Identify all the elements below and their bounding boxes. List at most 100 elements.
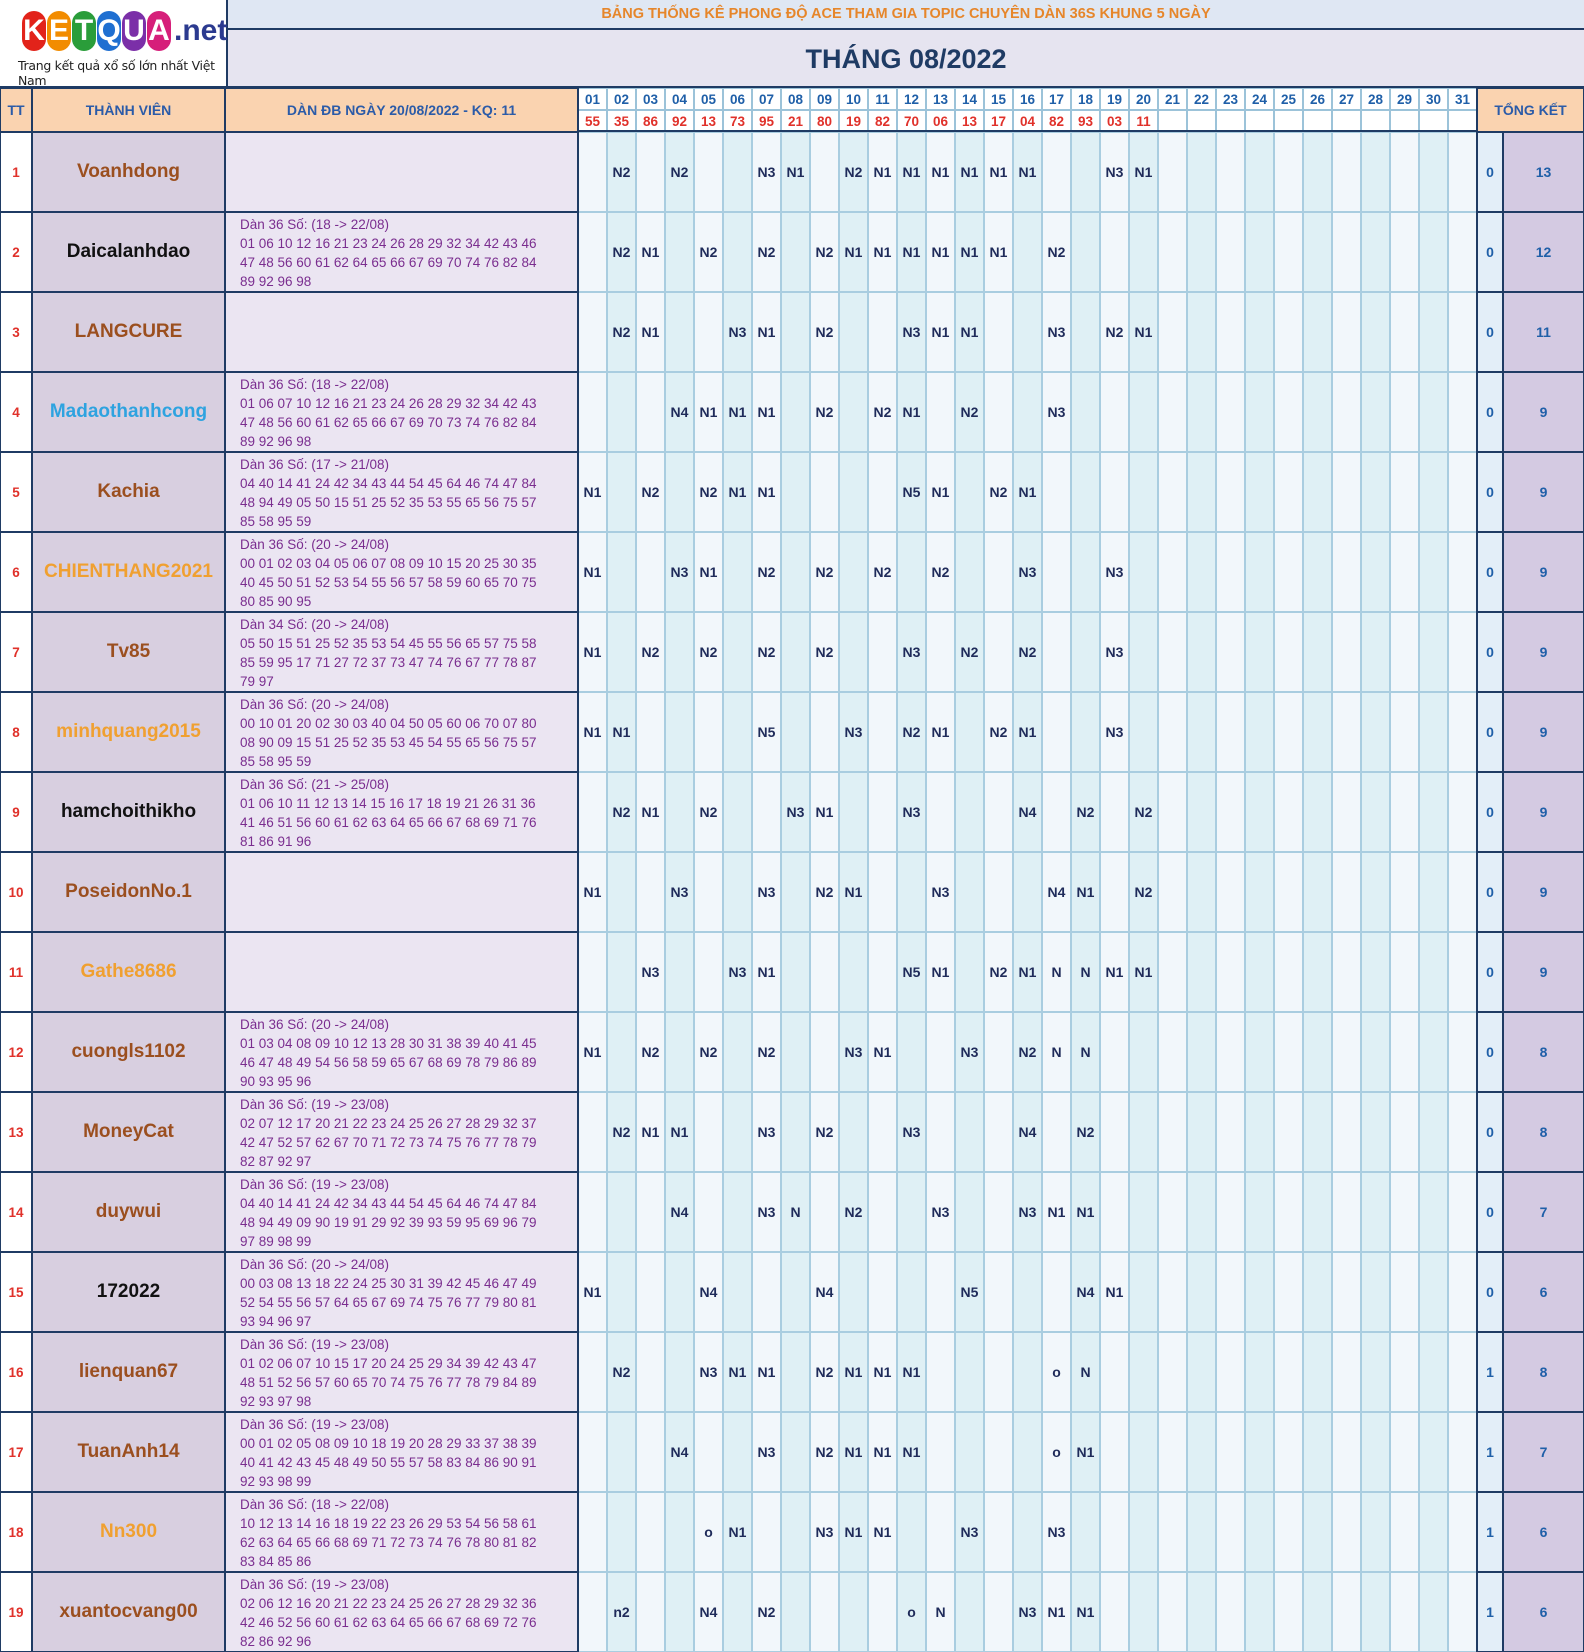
row-number: 8 bbox=[0, 692, 32, 772]
day-mark bbox=[1158, 372, 1187, 452]
dan-line: 05 50 15 51 25 52 35 53 54 45 55 56 65 5… bbox=[240, 636, 537, 651]
day-mark: N2 bbox=[984, 692, 1013, 772]
day-mark: N1 bbox=[810, 772, 839, 852]
member-name[interactable]: TuanAnh14 bbox=[32, 1412, 225, 1492]
member-name[interactable]: Madaothanhcong bbox=[32, 372, 225, 452]
day-mark bbox=[1216, 1252, 1245, 1332]
day-number: 03 bbox=[636, 88, 665, 110]
day-mark: N1 bbox=[984, 132, 1013, 212]
day-mark bbox=[1390, 1332, 1419, 1412]
member-name[interactable]: PoseidonNo.1 bbox=[32, 852, 225, 932]
day-mark bbox=[1042, 692, 1071, 772]
day-mark bbox=[723, 532, 752, 612]
day-mark: N1 bbox=[926, 932, 955, 1012]
day-mark: N1 bbox=[636, 772, 665, 852]
ketqua-logo[interactable]: K E T Q U A .net Trang kết quả xổ số lớn nhất … bbox=[0, 0, 228, 88]
day-mark bbox=[665, 932, 694, 1012]
day-mark: N3 bbox=[955, 1012, 984, 1092]
day-mark bbox=[1448, 932, 1477, 1012]
dan-line: 47 48 56 60 61 62 64 65 66 67 69 70 74 7… bbox=[240, 255, 537, 270]
day-mark bbox=[1042, 1092, 1071, 1172]
day-mark bbox=[1303, 612, 1332, 692]
day-mark bbox=[1332, 1492, 1361, 1572]
day-mark bbox=[1361, 932, 1390, 1012]
member-name[interactable]: Daicalanhdao bbox=[32, 212, 225, 292]
day-mark: N bbox=[1071, 932, 1100, 1012]
day-mark bbox=[1419, 612, 1448, 692]
member-name[interactable]: Tv85 bbox=[32, 612, 225, 692]
day-mark bbox=[723, 852, 752, 932]
day-result: 13 bbox=[694, 110, 723, 132]
day-mark bbox=[1245, 292, 1274, 372]
day-mark: N2 bbox=[694, 212, 723, 292]
member-name[interactable]: hamchoithikho bbox=[32, 772, 225, 852]
member-name[interactable]: MoneyCat bbox=[32, 1092, 225, 1172]
day-mark: N1 bbox=[723, 1492, 752, 1572]
day-mark: N1 bbox=[578, 1012, 607, 1092]
dan-line: Dàn 36 Số: (19 -> 23/08) bbox=[240, 1177, 389, 1192]
dan-line: Dàn 36 Số: (20 -> 24/08) bbox=[240, 1017, 389, 1032]
dan-line: 85 58 95 59 bbox=[240, 514, 312, 529]
total-hits: 0 bbox=[1477, 532, 1503, 612]
member-name[interactable]: duywui bbox=[32, 1172, 225, 1252]
day-mark bbox=[1332, 1012, 1361, 1092]
day-mark bbox=[781, 1572, 810, 1652]
member-name[interactable]: 172022 bbox=[32, 1252, 225, 1332]
member-name[interactable]: lienquan67 bbox=[32, 1332, 225, 1412]
day-mark bbox=[1187, 1172, 1216, 1252]
day-mark: N2 bbox=[665, 132, 694, 212]
total-hits: 0 bbox=[1477, 932, 1503, 1012]
day-mark: N3 bbox=[1013, 1172, 1042, 1252]
day-mark: N3 bbox=[752, 132, 781, 212]
member-name[interactable]: CHIENTHANG2021 bbox=[32, 532, 225, 612]
day-mark bbox=[1129, 1172, 1158, 1252]
member-name[interactable]: Nn300 bbox=[32, 1492, 225, 1572]
day-mark bbox=[839, 372, 868, 452]
day-mark bbox=[1419, 532, 1448, 612]
day-mark bbox=[1129, 1092, 1158, 1172]
total-score: 9 bbox=[1503, 372, 1584, 452]
day-mark bbox=[723, 132, 752, 212]
day-mark: N1 bbox=[752, 452, 781, 532]
day-mark bbox=[1042, 532, 1071, 612]
member-name[interactable]: Gathe8686 bbox=[32, 932, 225, 1012]
member-name[interactable]: minhquang2015 bbox=[32, 692, 225, 772]
day-mark bbox=[984, 1572, 1013, 1652]
day-mark bbox=[578, 1332, 607, 1412]
day-mark: N3 bbox=[926, 1172, 955, 1252]
day-mark: N1 bbox=[868, 1492, 897, 1572]
day-mark bbox=[1245, 1492, 1274, 1572]
day-mark bbox=[1332, 932, 1361, 1012]
dan-line: 89 92 96 98 bbox=[240, 274, 312, 289]
day-mark bbox=[1448, 1172, 1477, 1252]
member-name[interactable]: Kachia bbox=[32, 452, 225, 532]
day-mark bbox=[1448, 1332, 1477, 1412]
row-number: 13 bbox=[0, 1092, 32, 1172]
logo-letter: K bbox=[22, 11, 46, 51]
dan-line: 85 59 95 17 71 27 72 37 73 47 74 76 67 7… bbox=[240, 655, 537, 670]
day-mark bbox=[723, 772, 752, 852]
member-name[interactable]: cuongls1102 bbox=[32, 1012, 225, 1092]
day-mark bbox=[839, 532, 868, 612]
day-mark bbox=[1448, 1012, 1477, 1092]
day-mark bbox=[1303, 1332, 1332, 1412]
day-mark bbox=[1361, 132, 1390, 212]
day-mark bbox=[1187, 1412, 1216, 1492]
day-mark bbox=[984, 532, 1013, 612]
day-mark: N1 bbox=[1042, 1572, 1071, 1652]
day-mark: N3 bbox=[897, 772, 926, 852]
logo-tagline: Trang kết quả xổ số lớn nhất Việt Nam bbox=[18, 58, 215, 88]
member-name[interactable]: LANGCURE bbox=[32, 292, 225, 372]
member-name[interactable]: Voanhdong bbox=[32, 132, 225, 212]
day-number: 28 bbox=[1361, 88, 1390, 110]
day-mark bbox=[1245, 932, 1274, 1012]
day-mark bbox=[1158, 212, 1187, 292]
day-mark bbox=[1332, 1332, 1361, 1412]
day-mark bbox=[781, 452, 810, 532]
member-name[interactable]: xuantocvang00 bbox=[32, 1572, 225, 1652]
day-number: 05 bbox=[694, 88, 723, 110]
day-mark bbox=[694, 1412, 723, 1492]
day-mark bbox=[1158, 612, 1187, 692]
day-mark bbox=[694, 692, 723, 772]
